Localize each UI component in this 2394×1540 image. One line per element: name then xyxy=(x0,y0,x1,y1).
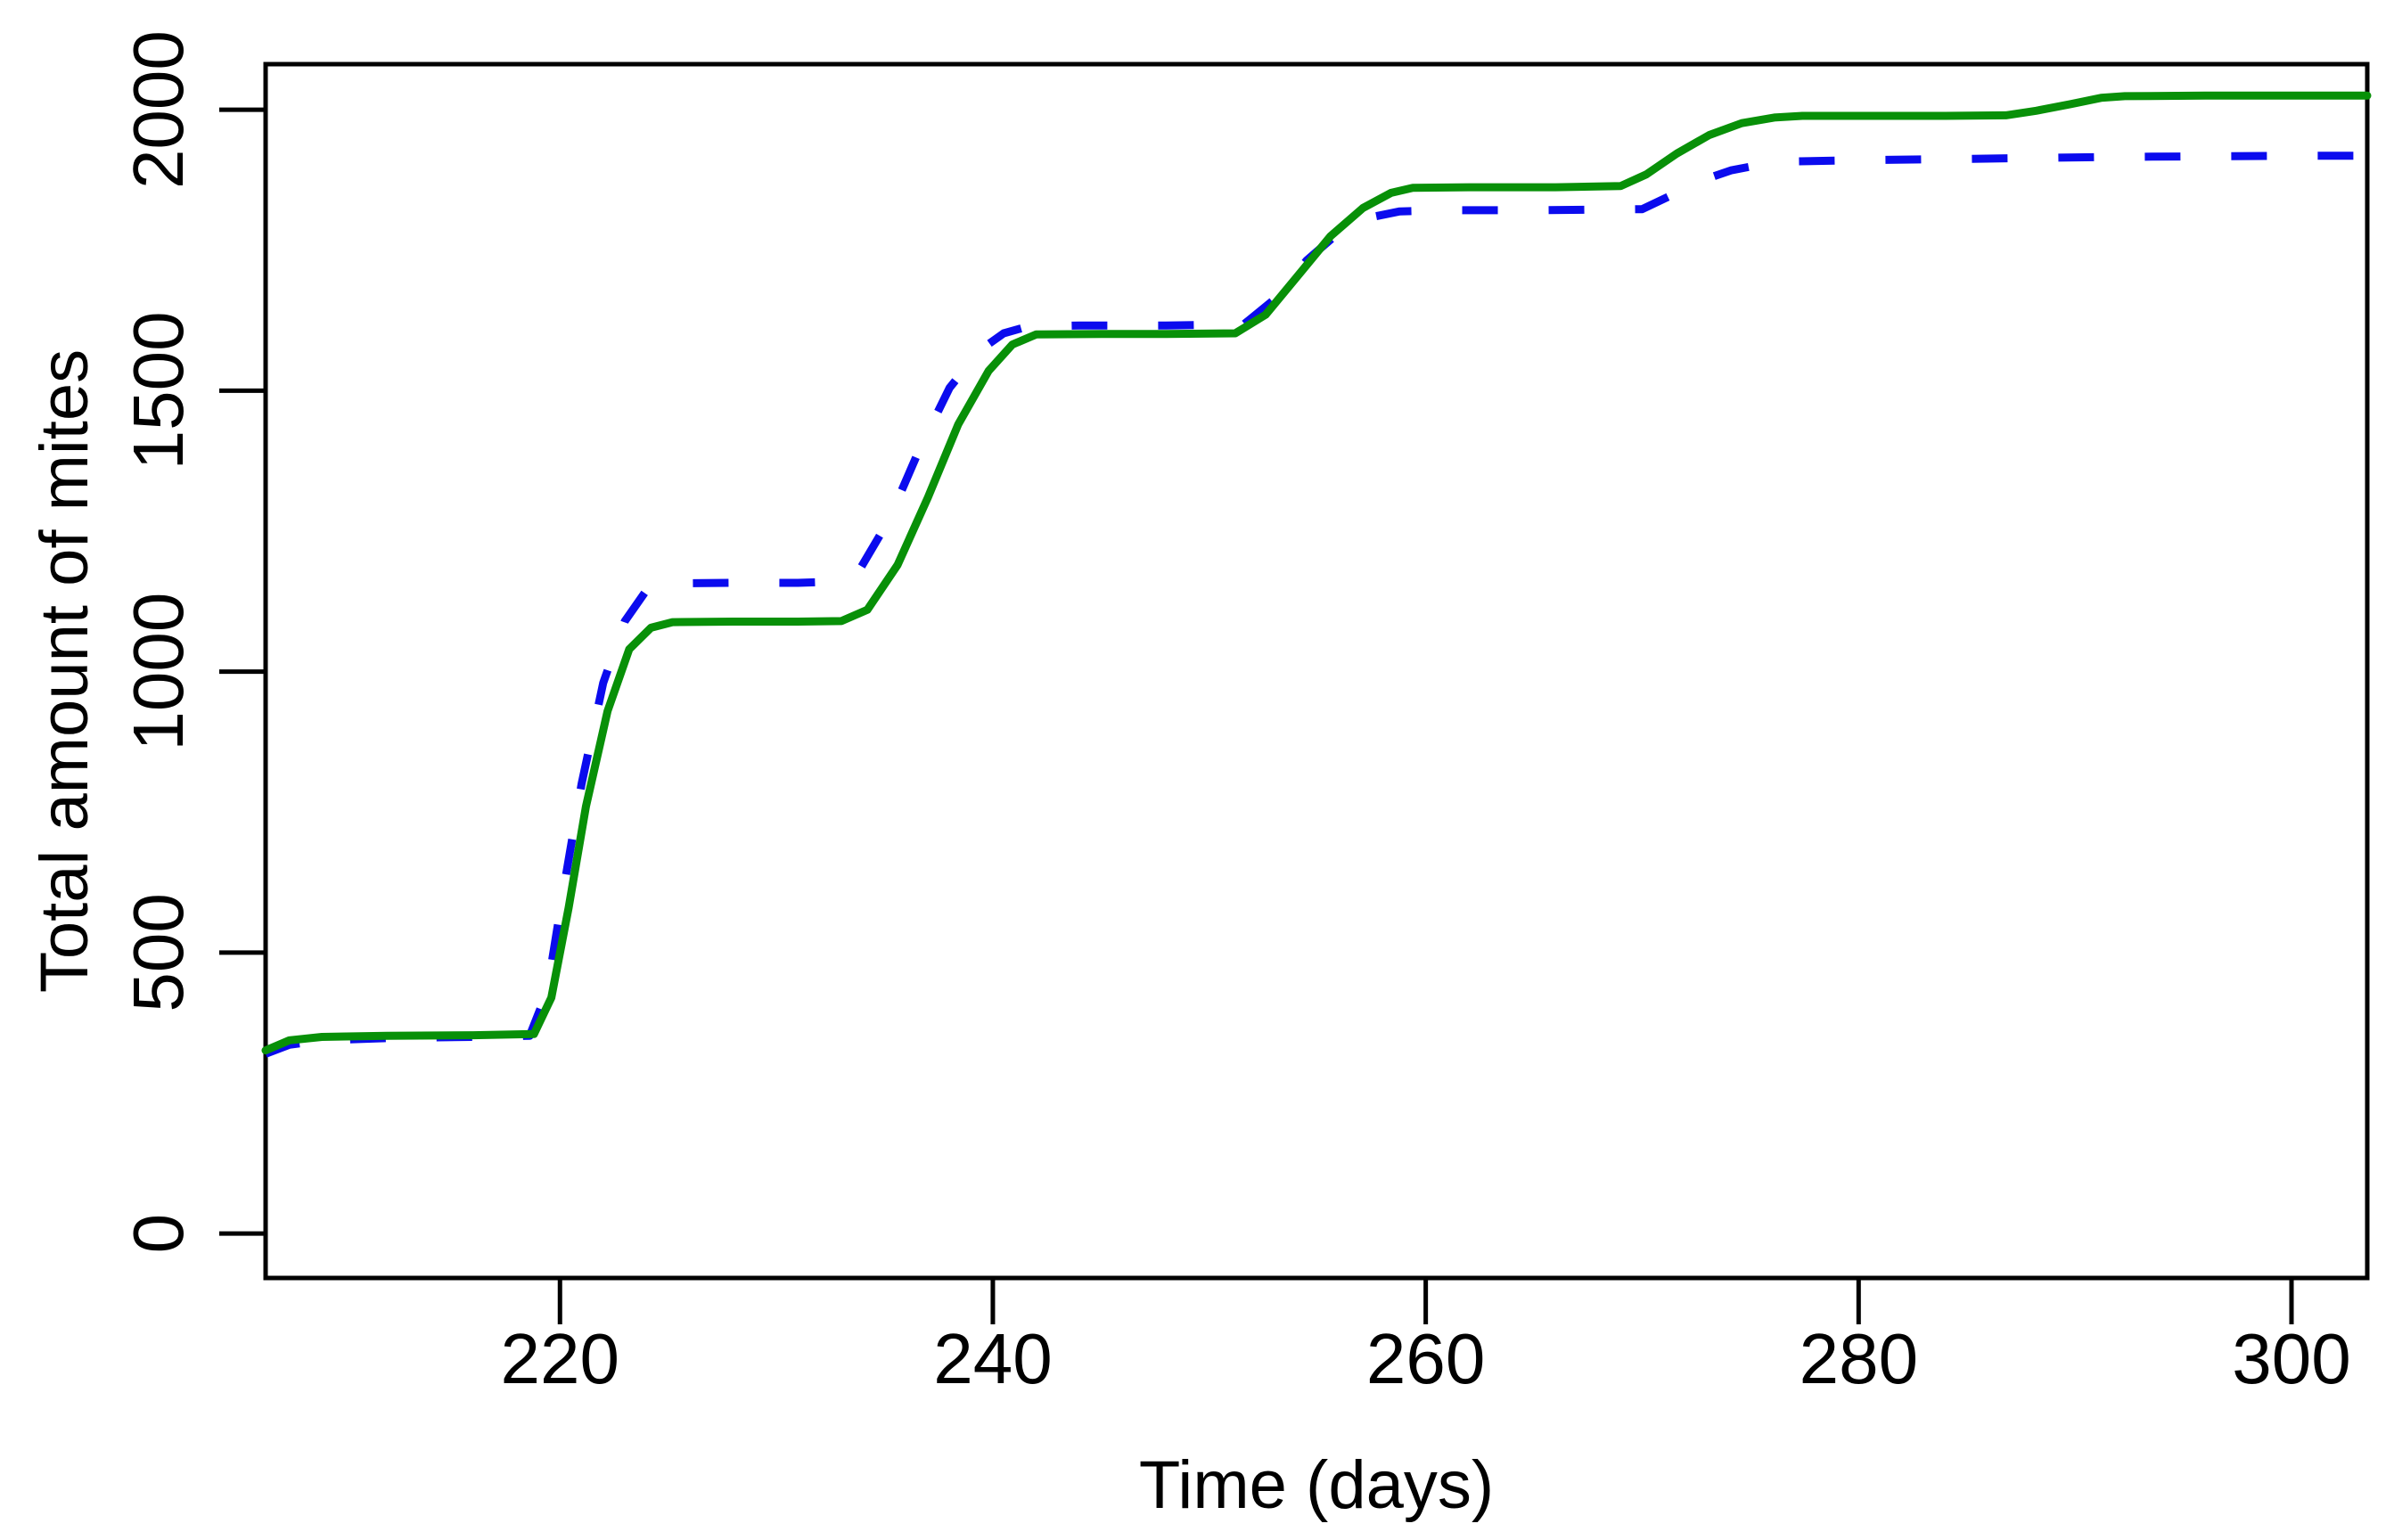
x-tick-label: 240 xyxy=(933,1319,1052,1398)
y-tick-label: 1500 xyxy=(119,311,198,470)
y-tick-label: 0 xyxy=(119,1214,198,1254)
y-tick-label: 500 xyxy=(119,893,198,1012)
x-tick-label: 280 xyxy=(1800,1319,1918,1398)
y-tick-label: 1000 xyxy=(119,593,198,751)
x-axis-ticks xyxy=(557,1278,2294,1324)
x-tick-label: 220 xyxy=(501,1319,619,1398)
blue-dashed-series-line xyxy=(264,152,2367,1058)
x-axis-tick-labels: 220 240 260 280 300 xyxy=(501,1319,2351,1398)
x-tick-label: 300 xyxy=(2232,1319,2350,1398)
green-solid-series-line xyxy=(261,91,2372,1055)
plot-frame xyxy=(263,61,2370,1281)
series-lines xyxy=(261,91,2372,1058)
x-tick-label: 260 xyxy=(1366,1319,1485,1398)
y-tick-label: 2000 xyxy=(119,30,198,189)
x-axis-title: Time (days) xyxy=(1139,1447,1494,1523)
y-axis-title: Total amount of mites xyxy=(27,349,102,993)
y-axis-tick-labels: 0 500 1000 1500 2000 xyxy=(119,30,198,1253)
y-axis-ticks xyxy=(219,107,266,1236)
